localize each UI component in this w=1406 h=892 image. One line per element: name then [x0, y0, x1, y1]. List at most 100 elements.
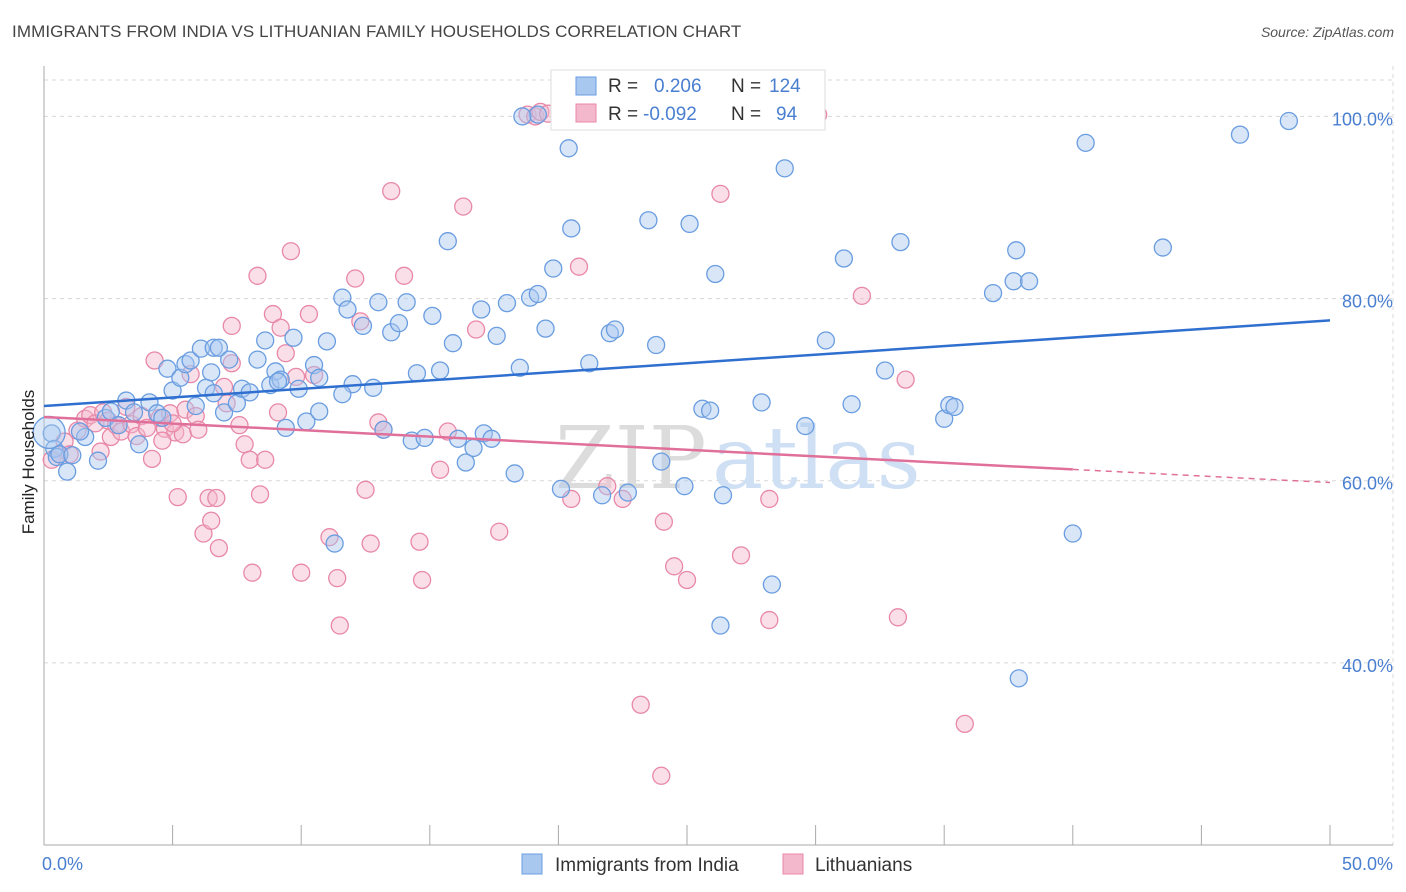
india-point-26 — [202, 363, 221, 382]
india-point-11 — [109, 416, 128, 435]
india-point-117 — [528, 105, 547, 124]
india-point-30 — [220, 350, 239, 369]
lithuanians-point-91 — [852, 286, 872, 305]
stats-swatch-pink — [575, 103, 597, 123]
india-point-85 — [639, 211, 658, 230]
india-point-70 — [487, 326, 506, 346]
india-point-111 — [1009, 669, 1028, 688]
lithuanians-point-41 — [240, 450, 259, 469]
stats-n-label-pink: N = — [731, 104, 761, 125]
india-point-75 — [528, 284, 547, 304]
india-point-96 — [762, 575, 782, 594]
india-point-78 — [551, 479, 571, 499]
y-tick-label-40: 40.0% — [1342, 656, 1393, 676]
india-point-66 — [464, 438, 483, 458]
lithuanians-point-28 — [181, 365, 200, 384]
india-point-110 — [1019, 272, 1039, 291]
lithuanians-point-72 — [490, 522, 509, 541]
stats-r-value-pink: -0.092 — [643, 104, 697, 125]
stats-r-label-pink: R = — [608, 104, 638, 125]
y-tick-labels: 40.0% 60.0% 80.0% 100.0% — [1332, 109, 1393, 675]
india-point-4 — [57, 462, 77, 481]
lithuanians-point-34 — [207, 488, 226, 508]
trend-lines — [43, 319, 1331, 484]
legend-label-lithuanians: Lithuanians — [815, 855, 912, 876]
india-point-115 — [1230, 125, 1250, 144]
india-point-56 — [397, 293, 416, 312]
legend-label-india: Immigrants from India — [555, 855, 739, 876]
india-point-94 — [713, 486, 733, 505]
india-point-45 — [317, 332, 337, 351]
india-point-113 — [1076, 133, 1095, 152]
india-point-7 — [70, 422, 90, 441]
lithuanians-point-86 — [711, 184, 730, 203]
india-point-2 — [47, 447, 67, 467]
chart-title: IMMIGRANTS FROM INDIA VS LITHUANIAN FAMI… — [12, 22, 742, 41]
lithuanians-point-78 — [569, 257, 589, 276]
stats-n-label-blue: N = — [731, 76, 761, 97]
lithuanians-point-89 — [760, 610, 779, 630]
lithuanians-point-35 — [209, 538, 229, 558]
india-point-34 — [248, 350, 267, 369]
lithuanians-point-51 — [286, 367, 306, 387]
india-point-6 — [76, 427, 95, 447]
stats-swatch-blue — [575, 76, 597, 96]
india-point-80 — [580, 354, 599, 373]
lithuanians-point-82 — [654, 512, 674, 531]
lithuanians-point-83 — [652, 766, 671, 785]
trend-line-lithuanians-dashed — [1072, 468, 1331, 484]
india-point-3 — [50, 445, 69, 464]
lithuanians-point-50 — [281, 242, 301, 261]
lithuanians-point-47 — [268, 403, 288, 422]
india-point-52 — [369, 293, 388, 312]
stats-legend-box — [550, 69, 826, 131]
india-point-51 — [364, 378, 383, 397]
lithuanians-point-60 — [356, 480, 375, 499]
india-point-101 — [842, 395, 861, 414]
india-point-102 — [875, 361, 895, 380]
lithuanians-point-40 — [235, 435, 254, 454]
india-point-77 — [544, 259, 563, 278]
india-point-61 — [430, 361, 450, 380]
lithuanians-point-81 — [631, 695, 650, 714]
india-point-27 — [204, 338, 223, 357]
lithuanians-point-27 — [176, 400, 195, 419]
india-point-28 — [209, 338, 229, 357]
india-point-118 — [513, 107, 532, 126]
trend-line-lithuanians — [43, 415, 1073, 471]
legend-swatch-lithuanians — [782, 853, 804, 875]
india-point-99 — [816, 331, 836, 350]
india-point-48 — [338, 300, 357, 319]
lithuanians-point-92 — [888, 608, 908, 627]
india-point-22 — [181, 351, 200, 370]
india-point-88 — [675, 477, 694, 496]
india-point-100 — [834, 249, 854, 268]
india-point-62 — [438, 232, 457, 251]
india-point-23 — [186, 396, 205, 416]
india-point-20 — [171, 368, 190, 387]
india-point-0 — [42, 424, 61, 443]
india-point-63 — [443, 334, 463, 353]
india-point-46 — [325, 534, 344, 553]
india-point-84 — [618, 483, 637, 502]
india-point-120 — [268, 372, 288, 391]
india-point-18 — [158, 359, 177, 378]
india-point-109 — [1007, 241, 1026, 260]
series-legend: Immigrants from India Lithuanians — [521, 853, 912, 876]
watermark-zip: ZIP — [555, 409, 707, 509]
lithuanians-point-70 — [454, 197, 473, 216]
india-point-29 — [214, 403, 234, 422]
india-point-104 — [935, 409, 954, 428]
india-point-114 — [1153, 238, 1172, 257]
lithuanians-point-54 — [304, 365, 324, 385]
lithuanians-point-93 — [896, 370, 915, 389]
stats-r-label-blue: R = — [608, 76, 638, 97]
lithuanians-point-49 — [276, 344, 295, 363]
lithuanians-point-65 — [394, 266, 414, 285]
india-point-76 — [536, 319, 555, 338]
stats-n-value-blue: 124 — [769, 76, 801, 97]
india-point-40 — [284, 328, 303, 347]
lithuanians-point-61 — [361, 534, 380, 553]
lithuanians-point-68 — [430, 460, 450, 479]
india-point-93 — [711, 616, 730, 635]
